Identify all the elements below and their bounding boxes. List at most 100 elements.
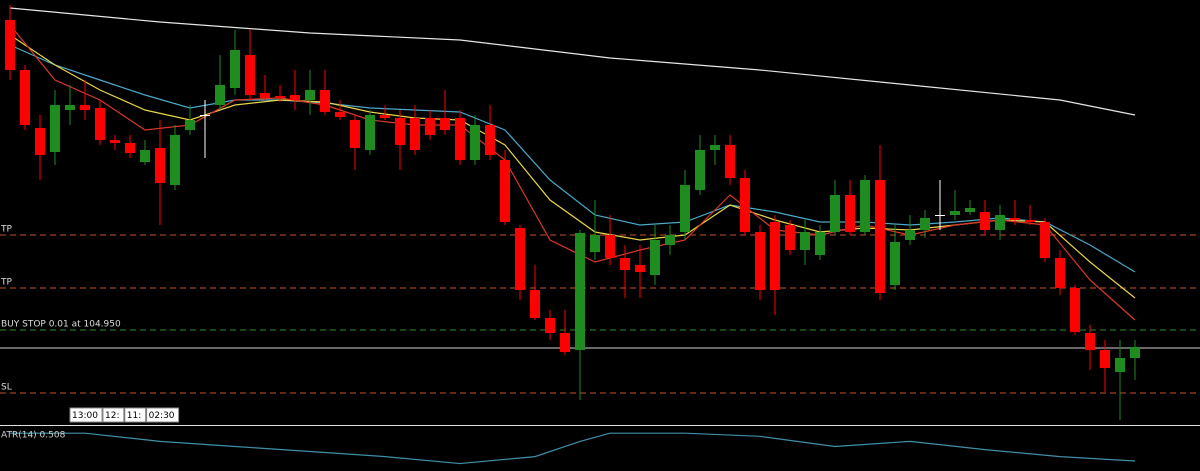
candle <box>440 90 450 135</box>
candle <box>1025 205 1035 225</box>
candle-body <box>965 208 975 212</box>
candle <box>140 140 150 165</box>
time-label-box <box>146 407 180 423</box>
candle <box>65 85 75 125</box>
candle-body <box>530 290 540 318</box>
candle-body <box>800 232 810 250</box>
candle-body <box>560 333 570 352</box>
candle <box>905 215 915 245</box>
time-label: 02:30 <box>149 411 175 421</box>
candle <box>635 245 645 298</box>
candle <box>470 115 480 165</box>
candle <box>410 105 420 155</box>
candle <box>50 90 60 165</box>
candle-body <box>980 212 990 230</box>
time-label-box <box>124 407 147 423</box>
candle-body <box>635 265 645 272</box>
candle-body <box>350 120 360 148</box>
candle <box>425 110 435 140</box>
candle-body <box>785 225 795 250</box>
candle-body <box>260 93 270 98</box>
candle-body <box>380 115 390 118</box>
candle-body <box>485 125 495 155</box>
candle-body <box>545 318 555 333</box>
candle-body <box>275 96 285 98</box>
candle-body <box>950 211 960 215</box>
candle-body <box>770 222 780 290</box>
time-label: 11: <box>127 411 141 421</box>
candle <box>1040 218 1050 262</box>
candle <box>755 225 765 300</box>
candle-body <box>995 215 1005 230</box>
candle <box>350 115 360 170</box>
candle <box>125 135 135 158</box>
candle-body <box>830 195 840 232</box>
candle <box>770 215 780 315</box>
candle <box>110 135 120 150</box>
candle-body <box>1055 258 1065 288</box>
candle-body <box>1130 347 1140 358</box>
candle <box>545 310 555 340</box>
candle-body <box>605 235 615 258</box>
candle-body <box>20 70 30 125</box>
candle <box>740 170 750 235</box>
candle-body <box>5 20 15 70</box>
candle <box>230 30 240 95</box>
candle-body <box>725 145 735 178</box>
atr-line <box>10 432 1136 465</box>
candle <box>995 205 1005 240</box>
candle <box>1130 340 1140 380</box>
candle-body <box>50 105 60 152</box>
candle <box>80 80 90 120</box>
level-label: TP <box>0 278 12 288</box>
candle-body <box>1085 333 1095 350</box>
moving-average <box>9 7 1136 116</box>
candle-body <box>815 232 825 255</box>
candle-body <box>695 150 705 190</box>
candle <box>485 105 495 160</box>
time-label: 12: <box>105 411 119 421</box>
candle <box>5 5 15 80</box>
candle <box>320 70 330 115</box>
candle-body <box>200 115 210 116</box>
candle <box>380 105 390 120</box>
candle <box>365 110 375 155</box>
time-label: 13:00 <box>72 411 98 421</box>
candle-body <box>290 95 300 100</box>
candle-body <box>860 180 870 232</box>
candle-body <box>905 230 915 240</box>
candle <box>650 225 660 285</box>
candle-body <box>125 143 135 153</box>
candle <box>965 200 975 215</box>
candle <box>980 200 990 235</box>
candle-body <box>890 242 900 285</box>
candle <box>170 125 180 190</box>
moving-average <box>9 44 1136 273</box>
candle <box>785 220 795 255</box>
candle <box>605 215 615 265</box>
candle-body <box>410 118 420 150</box>
level-label: BUY STOP 0.01 at 104.950 <box>1 320 121 330</box>
time-label-box <box>102 407 125 423</box>
candle-body <box>305 90 315 100</box>
candle-body <box>875 180 885 293</box>
candle-body <box>470 125 480 160</box>
candle-body <box>1025 220 1035 222</box>
candle-body <box>65 105 75 110</box>
candle-body <box>1070 288 1080 332</box>
candle <box>890 225 900 290</box>
candle <box>725 135 735 185</box>
candle <box>1010 200 1020 225</box>
candle-body <box>365 115 375 150</box>
candle <box>1055 250 1065 295</box>
candle <box>395 110 405 170</box>
candle-body <box>425 118 435 135</box>
candle <box>335 100 345 120</box>
candle <box>305 70 315 115</box>
candle <box>290 70 300 110</box>
candle <box>695 135 705 195</box>
candle-body <box>320 90 330 112</box>
candle-body <box>845 195 855 232</box>
candle <box>950 190 960 220</box>
candle <box>920 210 930 238</box>
